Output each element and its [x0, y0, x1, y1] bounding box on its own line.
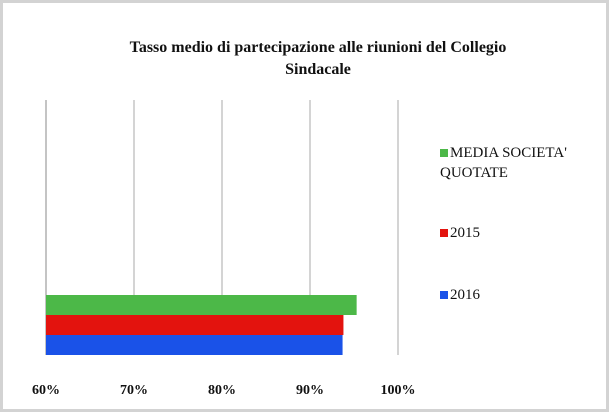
x-tick-label: 90% [296, 383, 324, 398]
legend-item: 2015 [440, 223, 590, 243]
chart-title: Tasso medio di partecipazione alle riuni… [129, 39, 507, 78]
legend-swatch [440, 229, 448, 237]
legend-item: 2016 [440, 285, 590, 305]
legend-swatch [440, 149, 448, 157]
legend-label: 2015 [450, 225, 480, 241]
x-tick-label: 60% [32, 383, 60, 398]
legend-swatch [440, 291, 448, 299]
legend-item: MEDIA SOCIETA' QUOTATE [440, 143, 590, 183]
plot: 60% 70% 80% 90% 100% [32, 100, 416, 398]
bar [46, 295, 357, 315]
x-tick-label: 70% [120, 383, 148, 398]
x-tick-label: 80% [208, 383, 236, 398]
bar [46, 315, 344, 335]
legend-label: MEDIA SOCIETA' QUOTATE [440, 145, 567, 181]
legend-label: 2016 [450, 287, 480, 303]
bar [46, 335, 343, 355]
x-tick-label: 100% [381, 383, 416, 398]
